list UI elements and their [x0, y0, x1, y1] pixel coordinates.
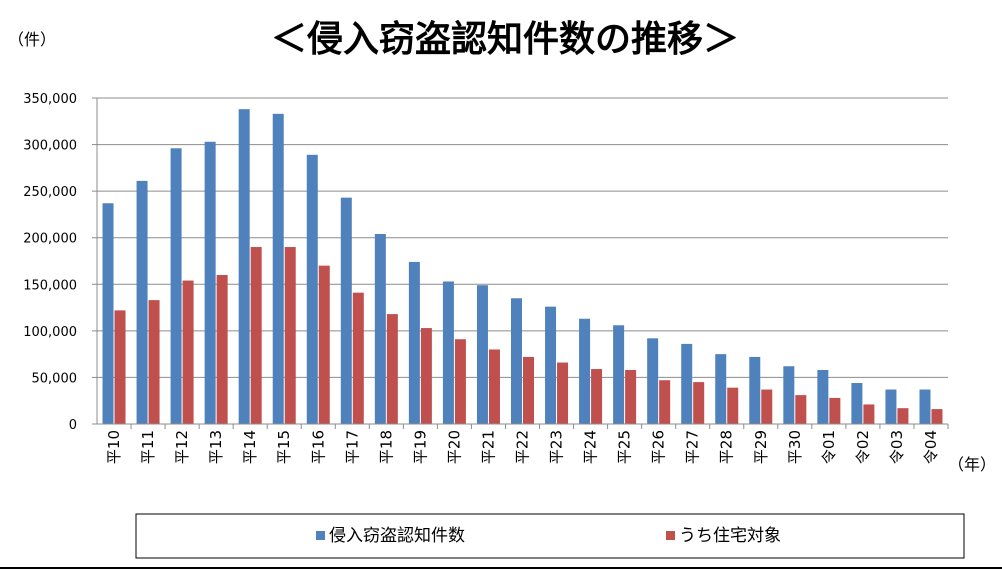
bar [272, 113, 284, 424]
x-tick-label: 平17 [343, 430, 361, 464]
bar [102, 203, 114, 424]
bar [761, 389, 773, 424]
x-tick-label: 平28 [718, 430, 736, 464]
x-tick-label: 平14 [241, 430, 259, 464]
x-tick-label: 平19 [411, 430, 429, 464]
bar [442, 281, 454, 424]
bar [318, 265, 330, 424]
bar [817, 369, 829, 424]
x-tick-label: 平26 [650, 430, 668, 464]
x-tick-label: 平12 [173, 430, 191, 464]
bar [204, 141, 216, 424]
y-axis-ticks: 0 50,000 100,000 150,000 200,000 250,000 300,0… [23, 92, 97, 433]
x-tick-label: 平24 [582, 430, 600, 464]
bar [715, 354, 727, 424]
bar [829, 397, 841, 424]
bar [885, 389, 897, 424]
y-tick-label: 150,000 [23, 278, 77, 293]
x-tick-label: 令02 [854, 430, 872, 464]
bar [170, 148, 182, 424]
bar [693, 382, 705, 424]
bar [136, 180, 148, 424]
x-tick-label: 平25 [616, 430, 634, 464]
bar [591, 369, 603, 424]
x-tick-label: 平15 [275, 430, 293, 464]
bar [795, 395, 807, 424]
bar [148, 300, 160, 424]
bar [408, 261, 420, 424]
bar [613, 325, 625, 424]
bar [454, 339, 466, 424]
legend-swatch [666, 531, 675, 540]
x-tick-label: 平13 [207, 430, 225, 464]
x-tick-label: 平29 [752, 430, 770, 464]
bar [579, 318, 591, 424]
y-tick-label: 50,000 [32, 371, 78, 386]
bar [374, 233, 386, 424]
legend-label: 侵入窃盗認知件数 [329, 526, 465, 546]
x-tick-label: 平11 [139, 430, 157, 464]
x-tick-label: 平22 [514, 430, 532, 464]
bar [749, 356, 761, 424]
y-tick-label: 350,000 [23, 92, 77, 107]
bar [182, 280, 194, 424]
x-tick-label: 平16 [309, 430, 327, 464]
axes [96, 98, 948, 425]
x-tick-label: 令03 [888, 430, 906, 464]
bar [238, 109, 250, 425]
bar [511, 298, 522, 424]
x-tick-label: 平20 [445, 430, 463, 464]
bar [523, 356, 534, 424]
chart-title: ＜侵入窃盗認知件数の推移＞ [271, 19, 739, 60]
x-axis-ticks: 平10 平11 平12 平13 平14 平15 平16 平17 平18 平19 平20 平21 平22 平… [105, 424, 949, 464]
x-axis-unit-label: （年） [948, 455, 996, 474]
y-tick-label: 300,000 [23, 139, 77, 154]
y-tick-label: 250,000 [23, 185, 77, 200]
bar [216, 274, 228, 424]
bar [420, 328, 432, 424]
bar [306, 154, 318, 424]
bar [250, 247, 262, 424]
bar [625, 369, 637, 424]
bar [340, 197, 352, 424]
bar [386, 314, 398, 424]
bar [476, 285, 488, 424]
x-tick-label: 平18 [377, 430, 395, 464]
legend-box [135, 513, 965, 559]
bar [783, 366, 795, 424]
x-tick-label: 平21 [479, 430, 497, 464]
bar [545, 306, 557, 424]
y-tick-label: 100,000 [23, 325, 77, 340]
legend-label: うち住宅対象 [679, 526, 781, 546]
bar [919, 389, 931, 424]
legend: 侵入窃盗認知件数 うち住宅対象 [135, 513, 965, 559]
bar [851, 383, 863, 424]
bar [557, 362, 569, 424]
y-tick-label: 0 [69, 418, 77, 433]
bar [863, 404, 875, 424]
bar [647, 338, 659, 424]
bar [352, 292, 364, 424]
bar [659, 380, 671, 424]
x-tick-label: 平10 [105, 430, 123, 464]
bar [727, 387, 739, 424]
bars [102, 109, 943, 425]
bar [284, 247, 296, 424]
bar [488, 349, 500, 424]
y-axis-unit-label: （件） [8, 30, 56, 49]
y-tick-label: 200,000 [23, 232, 77, 247]
x-tick-label: 令04 [922, 430, 940, 464]
bar [681, 343, 693, 424]
legend-swatch [316, 531, 325, 540]
x-tick-label: 令01 [820, 430, 838, 464]
bar [897, 408, 909, 424]
bar [114, 310, 126, 424]
x-tick-label: 平27 [684, 430, 702, 464]
x-tick-label: 平23 [548, 430, 566, 464]
x-tick-label: 平30 [786, 430, 804, 464]
bar [931, 409, 943, 424]
